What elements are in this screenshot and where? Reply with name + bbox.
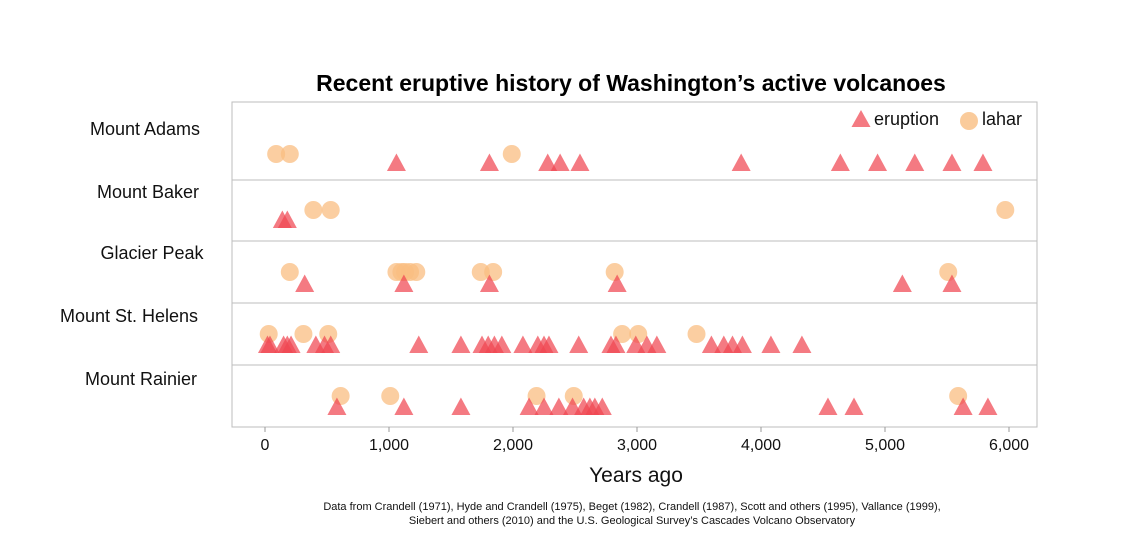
x-tick-label: 5,000 <box>865 437 905 454</box>
eruption-point-mount-rainier <box>818 397 838 415</box>
eruption-point-glacier-peak <box>295 274 315 292</box>
lahar-point-glacier-peak <box>280 263 299 281</box>
eruption-point-mount-st-helens <box>409 335 429 353</box>
volcano-label-mount-adams: Mount Adams <box>90 119 200 139</box>
eruption-point-mount-rainier <box>534 397 554 415</box>
eruption-point-mount-rainier <box>549 397 569 415</box>
eruption-point-mount-st-helens <box>260 335 280 353</box>
lahar-point-mount-st-helens <box>613 325 632 343</box>
data-marks <box>257 145 1015 415</box>
eruption-point-mount-st-helens <box>281 335 301 353</box>
legend-lahar-label: lahar <box>982 109 1022 129</box>
lahar-point-mount-st-helens <box>259 325 278 343</box>
eruption-point-mount-adams <box>386 153 406 171</box>
legend-eruption-icon <box>851 110 871 127</box>
eruption-point-mount-st-helens <box>492 335 512 353</box>
eruption-point-mount-baker <box>277 210 297 228</box>
volcano-label-mount-st-helens: Mount St. Helens <box>60 306 198 326</box>
eruption-point-glacier-peak <box>394 274 414 292</box>
eruption-point-mount-adams <box>830 153 850 171</box>
eruption-point-mount-adams <box>973 153 993 171</box>
x-tick-label: 3,000 <box>617 437 657 454</box>
volcano-labels: Mount Adams Mount Baker Glacier Peak Mount … <box>60 119 205 389</box>
eruption-point-mount-st-helens <box>792 335 812 353</box>
x-tick-label: 2,000 <box>493 437 533 454</box>
legend: eruption lahar <box>851 109 1022 130</box>
x-axis-label: Years ago <box>589 464 683 487</box>
eruption-point-mount-rainier <box>978 397 998 415</box>
eruption-point-mount-adams <box>942 153 962 171</box>
eruption-point-mount-st-helens <box>513 335 533 353</box>
x-axis: 0 1,000 2,000 3,000 4,000 5,000 6,000 <box>261 427 1029 454</box>
lahar-point-mount-baker <box>304 201 323 219</box>
eruption-point-mount-st-helens <box>321 335 341 353</box>
volcano-label-glacier-peak: Glacier Peak <box>100 243 204 263</box>
x-tick-label: 4,000 <box>741 437 781 454</box>
lahar-point-mount-st-helens <box>294 325 313 343</box>
eruption-point-glacier-peak <box>479 274 499 292</box>
eruption-point-mount-rainier <box>394 397 414 415</box>
eruption-point-mount-st-helens <box>606 335 626 353</box>
lahar-point-mount-baker <box>321 201 340 219</box>
chart-title: Recent eruptive history of Washington’s … <box>316 70 946 96</box>
eruption-point-mount-rainier <box>451 397 471 415</box>
source-note-line-1: Data from Crandell (1971), Hyde and Cran… <box>323 501 940 513</box>
lahar-point-glacier-peak <box>939 263 958 281</box>
eruption-point-mount-st-helens <box>761 335 781 353</box>
eruption-point-mount-st-helens <box>732 335 752 353</box>
x-tick-label: 0 <box>261 437 270 454</box>
volcano-label-mount-rainier: Mount Rainier <box>85 369 197 389</box>
eruption-point-mount-adams <box>538 153 558 171</box>
lahar-point-mount-rainier <box>564 387 583 405</box>
lahar-point-mount-st-helens <box>687 325 706 343</box>
legend-lahar-icon <box>960 112 978 130</box>
lahar-point-glacier-peak <box>605 263 624 281</box>
eruption-point-glacier-peak <box>942 274 962 292</box>
volcano-label-mount-baker: Mount Baker <box>97 182 199 202</box>
lahar-point-mount-st-helens <box>629 325 648 343</box>
lahar-point-mount-rainier <box>381 387 400 405</box>
eruption-point-mount-adams <box>868 153 888 171</box>
lahar-point-glacier-peak <box>484 263 503 281</box>
eruption-point-mount-adams <box>570 153 590 171</box>
eruption-point-mount-adams <box>905 153 925 171</box>
eruption-point-mount-adams <box>479 153 499 171</box>
plot-frame <box>231 101 1038 428</box>
eruption-point-mount-rainier <box>844 397 864 415</box>
lahar-point-glacier-peak <box>471 263 490 281</box>
lahar-point-mount-adams <box>502 145 521 163</box>
x-tick-label: 6,000 <box>989 437 1029 454</box>
eruption-point-mount-rainier <box>592 397 612 415</box>
eruption-point-mount-st-helens <box>701 335 721 353</box>
eruption-point-mount-adams <box>550 153 570 171</box>
eruption-point-mount-adams <box>731 153 751 171</box>
legend-eruption-label: eruption <box>874 109 939 129</box>
eruption-point-mount-rainier <box>327 397 347 415</box>
eruption-point-mount-st-helens <box>647 335 667 353</box>
eruption-point-mount-st-helens <box>569 335 589 353</box>
plot-bands <box>231 101 1038 428</box>
eruption-point-glacier-peak <box>892 274 912 292</box>
lahar-point-mount-adams <box>280 145 299 163</box>
eruption-point-glacier-peak <box>607 274 627 292</box>
eruption-point-mount-rainier <box>953 397 973 415</box>
lahar-point-glacier-peak <box>407 263 426 281</box>
eruption-point-mount-st-helens <box>539 335 559 353</box>
lahar-point-mount-baker <box>996 201 1015 219</box>
eruption-point-mount-rainier <box>519 397 539 415</box>
source-note-line-2: Siebert and others (2010) and the U.S. G… <box>409 515 856 527</box>
lahar-point-mount-adams <box>267 145 286 163</box>
eruption-point-mount-st-helens <box>451 335 471 353</box>
x-tick-label: 1,000 <box>369 437 409 454</box>
lahar-point-mount-rainier <box>527 387 546 405</box>
